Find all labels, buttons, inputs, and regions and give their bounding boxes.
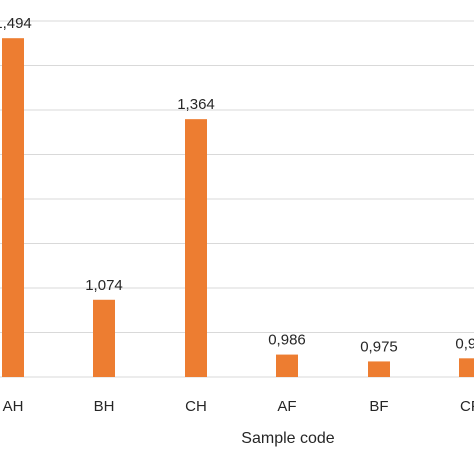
x-tick-label-ah: AH: [3, 398, 24, 415]
gridlines: [0, 20, 474, 378]
data-label-ah: 1,494: [0, 15, 32, 32]
x-tick-label-cf: CF: [460, 398, 474, 415]
data-labels: 1,494 1,074 1,364 0,986 0,975 0,98: [0, 15, 474, 355]
bar-ch: [185, 119, 207, 377]
x-tick-labels: AH BH CH AF BF CF: [3, 398, 474, 415]
data-label-af: 0,986: [268, 332, 306, 349]
data-label-bh: 1,074: [85, 277, 123, 294]
bar-bf: [368, 361, 390, 377]
bar-ah: [2, 38, 24, 377]
bar-af: [276, 354, 298, 377]
x-tick-label-af: AF: [277, 398, 296, 415]
bar-bh: [93, 299, 115, 377]
data-label-cf: 0,98: [455, 335, 474, 352]
data-label-bf: 0,975: [360, 338, 398, 355]
data-label-ch: 1,364: [177, 96, 215, 113]
x-axis-title: Sample code: [241, 430, 334, 447]
x-tick-label-ch: CH: [185, 398, 207, 415]
x-tick-label-bf: BF: [369, 398, 388, 415]
bar-cf: [459, 358, 474, 377]
x-tick-label-bh: BH: [94, 398, 115, 415]
bars: [2, 38, 474, 377]
